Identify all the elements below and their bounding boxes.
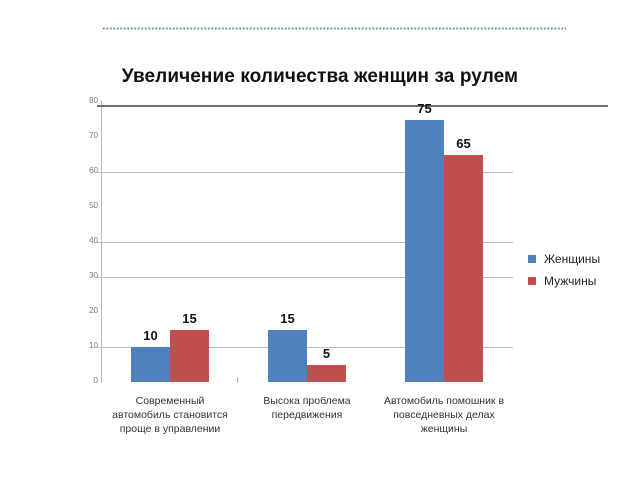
bar-men [307, 364, 346, 382]
y-tick-label: 30 [89, 271, 98, 280]
y-tick-label: 10 [89, 341, 98, 350]
y-tick-label: 50 [89, 201, 98, 210]
legend-item: Мужчины [528, 270, 600, 292]
legend-swatch-icon [528, 277, 536, 285]
y-tick-label: 0 [93, 376, 98, 385]
legend-swatch-icon [528, 255, 536, 263]
bar-women [131, 347, 170, 382]
decorative-dotted-line [102, 27, 566, 30]
legend-label: Женщины [544, 252, 601, 266]
data-label: 15 [280, 310, 295, 326]
chart-title: Увеличение количества женщин за рулем [121, 66, 519, 87]
bar-men [170, 329, 209, 382]
legend: Женщины Мужчины [528, 248, 600, 292]
y-tick-label: 60 [89, 166, 98, 175]
data-label: 5 [322, 345, 331, 361]
top-gridline [97, 105, 608, 107]
y-tick-label: 20 [89, 306, 98, 315]
data-label: 65 [456, 135, 471, 151]
legend-label: Мужчины [544, 274, 597, 288]
legend-item: Женщины [528, 248, 600, 270]
data-label: 75 [417, 100, 432, 116]
x-category-label: Современный автомобиль становится проще в … [112, 395, 228, 435]
bar-women [405, 119, 444, 382]
data-label: 15 [182, 310, 197, 326]
x-category-label: Автомобиль помошник в повседневных делах ж… [383, 395, 505, 435]
x-axis-tick [237, 377, 238, 383]
y-tick-label: 70 [89, 131, 98, 140]
bar-women [268, 329, 307, 382]
x-category-label: Высока проблема передвижения [263, 395, 351, 421]
gridline [97, 242, 513, 243]
data-label: 10 [143, 328, 158, 343]
y-tick-label: 80 [89, 96, 98, 105]
y-axis [101, 100, 102, 383]
gridline [97, 277, 513, 278]
bar-men [444, 154, 483, 382]
gridline [97, 172, 513, 173]
y-tick-label: 40 [89, 236, 98, 245]
